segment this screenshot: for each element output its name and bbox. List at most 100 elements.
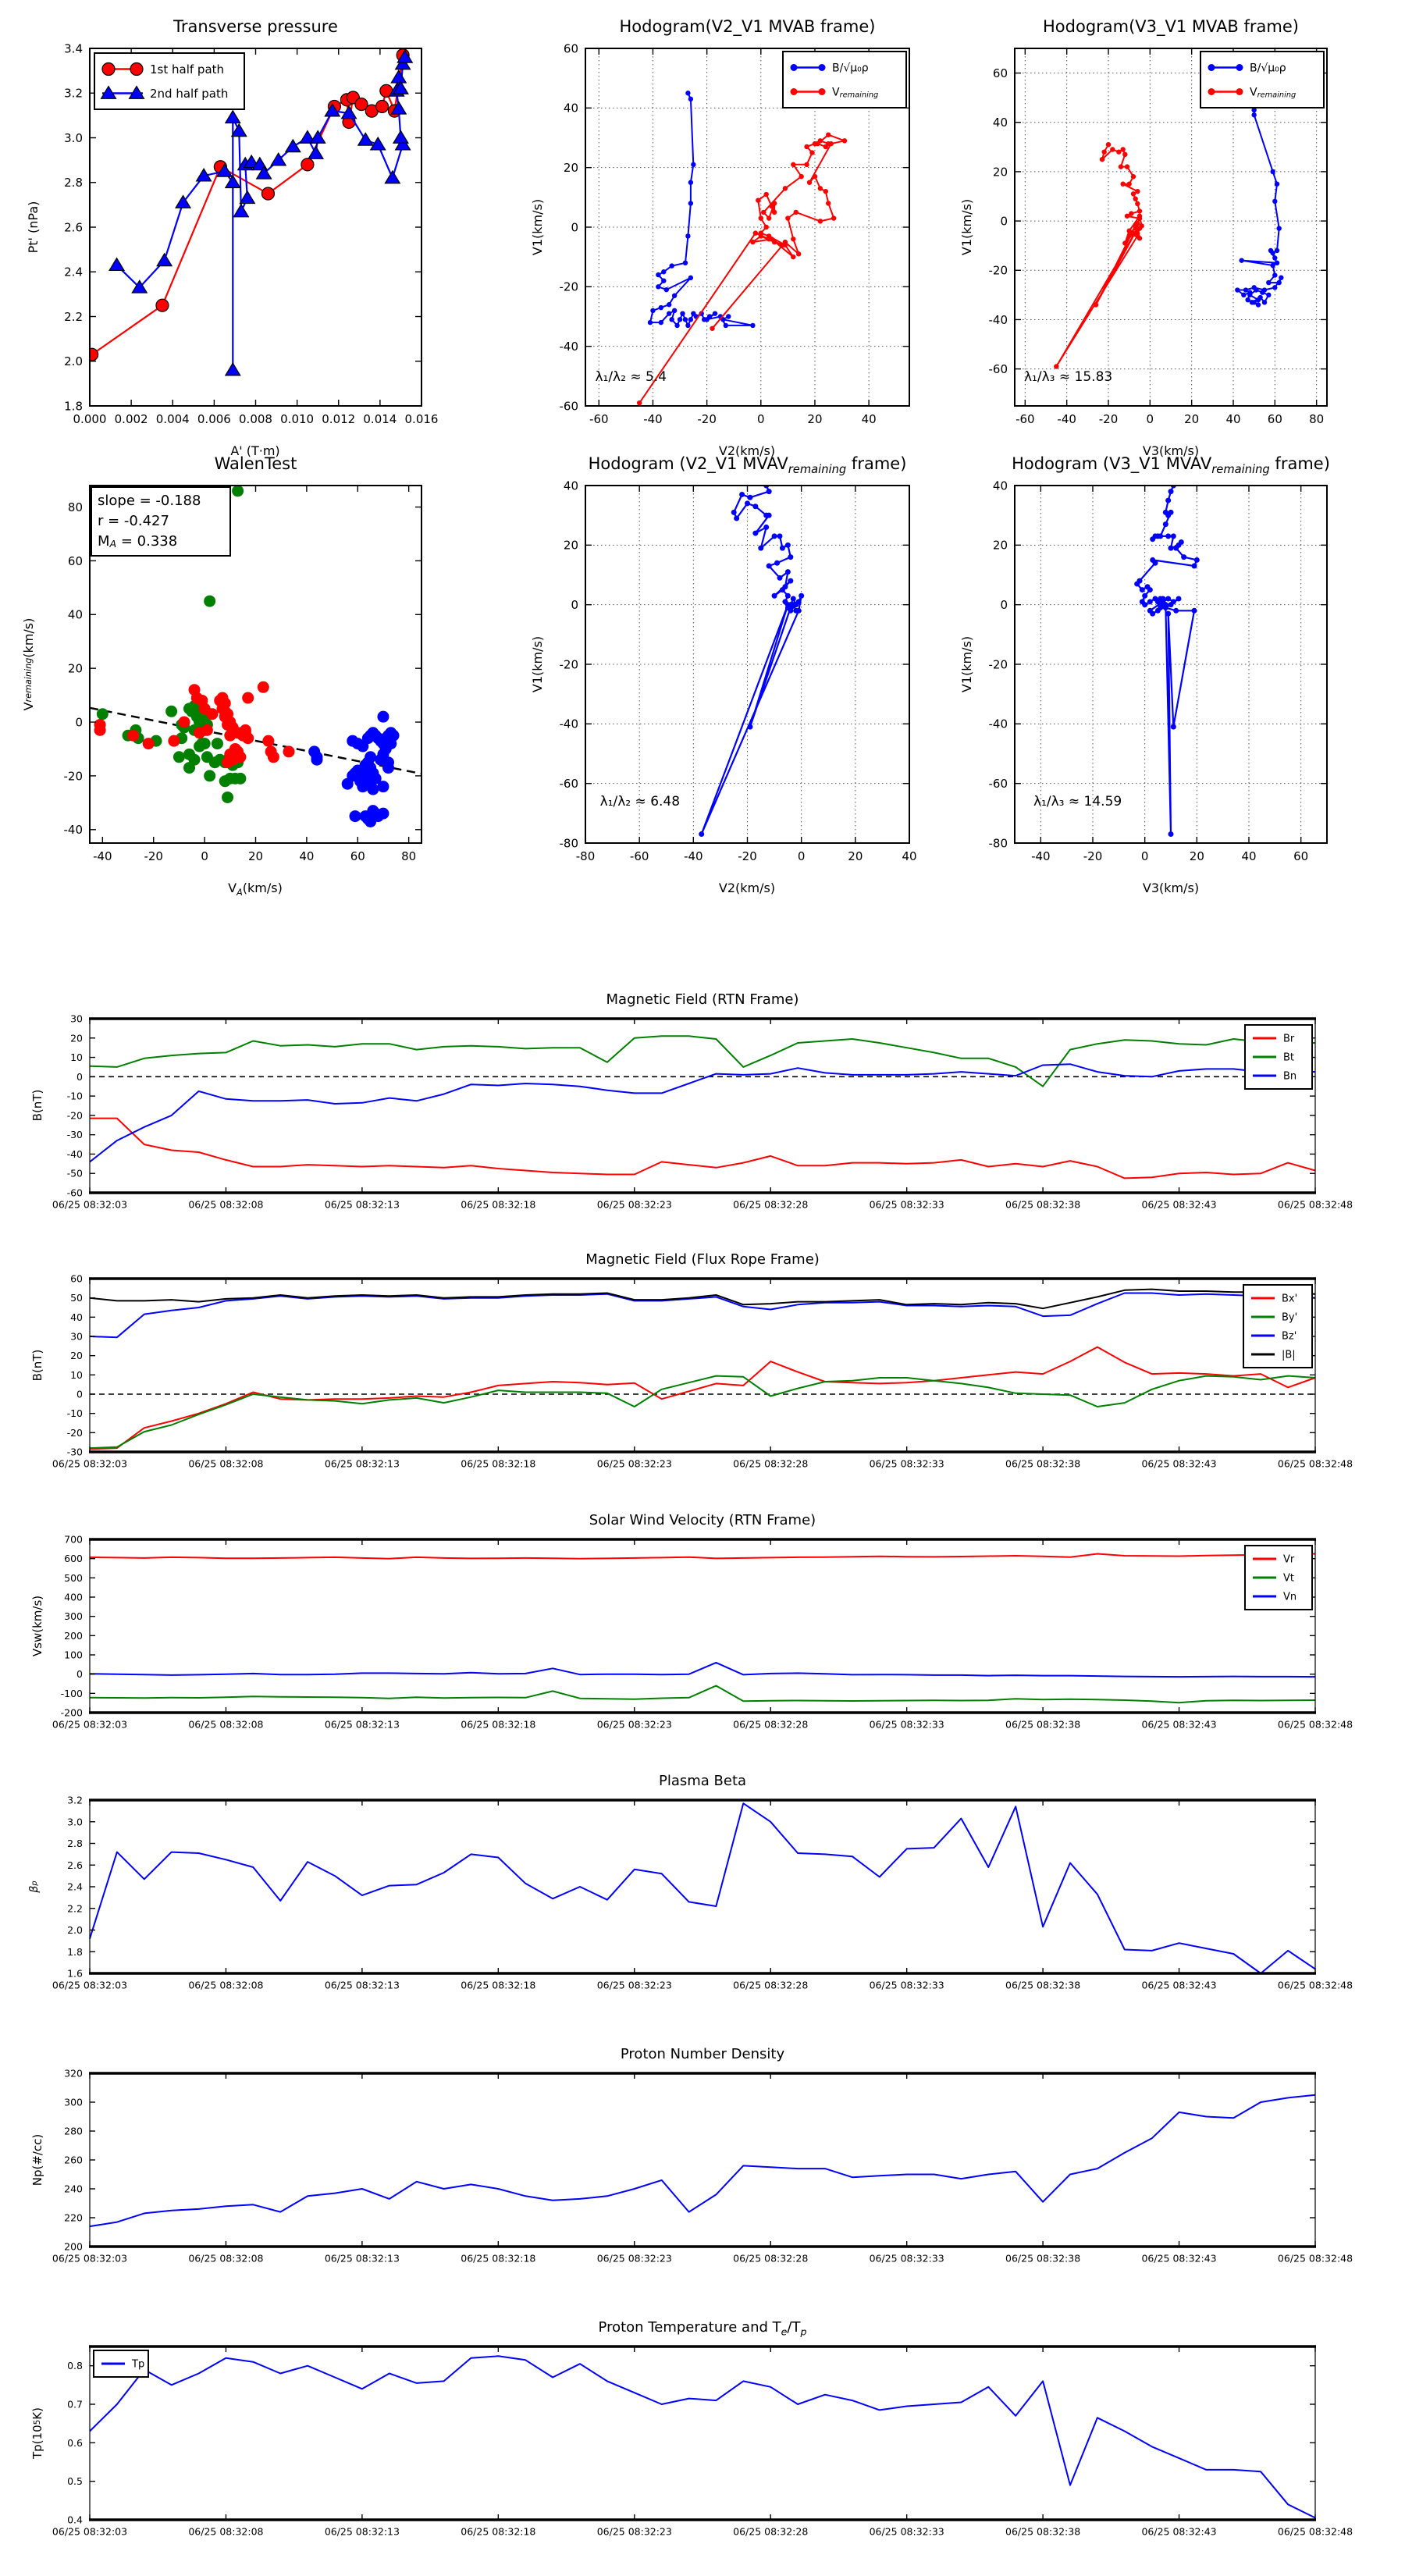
pt-title: Transverse pressure <box>173 17 338 36</box>
svg-text:06/25 08:32:28: 06/25 08:32:28 <box>733 1980 808 1991</box>
svg-text:Bz': Bz' <box>1282 1331 1297 1343</box>
svg-text:06/25 08:32:33: 06/25 08:32:33 <box>870 1458 944 1470</box>
svg-text:06/25 08:32:28: 06/25 08:32:28 <box>733 1199 808 1211</box>
svg-text:-20: -20 <box>697 412 717 426</box>
svg-text:-20: -20 <box>67 1109 83 1121</box>
svg-text:2nd half path: 2nd half path <box>150 87 228 101</box>
svg-text:-60: -60 <box>1016 412 1035 426</box>
svg-text:60: 60 <box>1293 849 1308 863</box>
svg-text:06/25 08:32:23: 06/25 08:32:23 <box>597 1980 672 1991</box>
svg-text:0: 0 <box>76 1071 83 1083</box>
svg-text:40: 40 <box>902 849 916 863</box>
svg-text:06/25 08:32:08: 06/25 08:32:08 <box>188 1719 263 1731</box>
svg-text:0.5: 0.5 <box>67 2475 83 2487</box>
svg-text:06/25 08:32:03: 06/25 08:32:03 <box>52 1458 127 1470</box>
rtn-title: Magnetic Field (RTN Frame) <box>606 991 799 1008</box>
svg-text:06/25 08:32:33: 06/25 08:32:33 <box>870 1980 944 1991</box>
svg-text:-20: -20 <box>64 769 84 783</box>
svg-text:06/25 08:32:48: 06/25 08:32:48 <box>1278 1458 1353 1470</box>
svg-text:06/25 08:32:43: 06/25 08:32:43 <box>1141 2526 1216 2538</box>
svg-text:06/25 08:32:43: 06/25 08:32:43 <box>1141 2253 1216 2265</box>
svg-text:500: 500 <box>64 1572 83 1584</box>
svg-text:700: 700 <box>64 1534 83 1546</box>
svg-text:MA = 0.338: MA = 0.338 <box>98 533 177 550</box>
np-ylabel: Np(#/cc) <box>30 2133 44 2186</box>
svg-text:-40: -40 <box>67 1148 83 1160</box>
svg-text:06/25 08:32:23: 06/25 08:32:23 <box>597 1199 672 1211</box>
svg-text:06/25 08:32:18: 06/25 08:32:18 <box>461 1199 535 1211</box>
svg-text:06/25 08:32:38: 06/25 08:32:38 <box>1005 1980 1080 1991</box>
svg-text:06/25 08:32:28: 06/25 08:32:28 <box>733 2253 808 2265</box>
svg-text:-40: -40 <box>1031 849 1051 863</box>
svg-text:06/25 08:32:43: 06/25 08:32:43 <box>1141 1199 1216 1211</box>
svg-text:2.2: 2.2 <box>67 1902 83 1914</box>
svg-text:06/25 08:32:38: 06/25 08:32:38 <box>1005 2253 1080 2265</box>
svg-text:220: 220 <box>64 2212 83 2224</box>
svg-text:0.8: 0.8 <box>67 2360 83 2371</box>
np-title: Proton Number Density <box>620 2046 785 2062</box>
frf-ylabel: B(nT) <box>30 1349 44 1382</box>
svg-text:20: 20 <box>68 662 83 676</box>
svg-text:-40: -40 <box>93 849 112 863</box>
svg-text:06/25 08:32:18: 06/25 08:32:18 <box>461 1458 535 1470</box>
hodo5-ylabel: V1(km/s) <box>529 635 545 693</box>
svg-text:06/25 08:32:33: 06/25 08:32:33 <box>870 1719 944 1731</box>
svg-text:06/25 08:32:13: 06/25 08:32:13 <box>325 1980 400 1991</box>
svg-text:0: 0 <box>1141 849 1149 863</box>
svg-text:20: 20 <box>1190 849 1204 863</box>
svg-text:06/25 08:32:03: 06/25 08:32:03 <box>52 1980 127 1991</box>
svg-text:-60: -60 <box>67 1187 83 1199</box>
svg-text:06/25 08:32:03: 06/25 08:32:03 <box>52 2253 127 2265</box>
svg-text:06/25 08:32:13: 06/25 08:32:13 <box>325 1719 400 1731</box>
svg-text:80: 80 <box>68 500 83 514</box>
svg-text:λ₁/λ₃ ≈ 14.59: λ₁/λ₃ ≈ 14.59 <box>1033 794 1122 809</box>
svg-text:06/25 08:32:23: 06/25 08:32:23 <box>597 1719 672 1731</box>
svg-text:1st half path: 1st half path <box>150 62 224 76</box>
svg-text:20: 20 <box>248 849 263 863</box>
vsw-ylabel: Vsw(km/s) <box>30 1595 44 1657</box>
svg-text:0.014: 0.014 <box>363 412 397 426</box>
svg-text:30: 30 <box>70 1013 83 1025</box>
svg-text:60: 60 <box>1268 412 1282 426</box>
svg-text:-60: -60 <box>560 399 579 413</box>
svg-text:06/25 08:32:13: 06/25 08:32:13 <box>325 2526 400 2538</box>
svg-text:60: 60 <box>350 849 365 863</box>
svg-text:2.8: 2.8 <box>67 1838 83 1849</box>
svg-text:-20: -20 <box>560 657 579 671</box>
svg-text:-20: -20 <box>560 280 579 294</box>
svg-text:-20: -20 <box>144 849 163 863</box>
svg-text:20: 20 <box>564 539 578 553</box>
svg-text:600: 600 <box>64 1553 83 1564</box>
svg-text:0.016: 0.016 <box>405 412 439 426</box>
hodo2-xlabel: V2(km/s) <box>718 443 776 458</box>
svg-text:280: 280 <box>64 2126 83 2137</box>
svg-text:40: 40 <box>1241 849 1256 863</box>
svg-text:By': By' <box>1282 1312 1297 1324</box>
svg-text:0: 0 <box>571 598 578 612</box>
svg-text:100: 100 <box>64 1649 83 1661</box>
svg-text:06/25 08:32:48: 06/25 08:32:48 <box>1278 2526 1353 2538</box>
svg-text:06/25 08:32:48: 06/25 08:32:48 <box>1278 1199 1353 1211</box>
svg-text:400: 400 <box>64 1592 83 1603</box>
svg-text:3.2: 3.2 <box>64 87 83 101</box>
svg-text:-40: -40 <box>560 717 579 731</box>
svg-text:2.2: 2.2 <box>64 310 83 324</box>
svg-text:06/25 08:32:28: 06/25 08:32:28 <box>733 1458 808 1470</box>
svg-text:06/25 08:32:08: 06/25 08:32:08 <box>188 1199 263 1211</box>
svg-text:40: 40 <box>993 479 1008 493</box>
svg-text:-20: -20 <box>738 849 757 863</box>
svg-text:-80: -80 <box>576 849 596 863</box>
svg-text:06/25 08:32:48: 06/25 08:32:48 <box>1278 1719 1353 1731</box>
svg-text:-20: -20 <box>989 657 1008 671</box>
svg-text:0: 0 <box>76 1389 83 1400</box>
svg-text:20: 20 <box>848 849 863 863</box>
tp-title: Proton Temperature and Te/Tp <box>598 2319 807 2338</box>
svg-text:20: 20 <box>70 1350 83 1361</box>
svg-text:40: 40 <box>564 479 578 493</box>
svg-text:06/25 08:32:13: 06/25 08:32:13 <box>325 1458 400 1470</box>
svg-text:240: 240 <box>64 2183 83 2195</box>
